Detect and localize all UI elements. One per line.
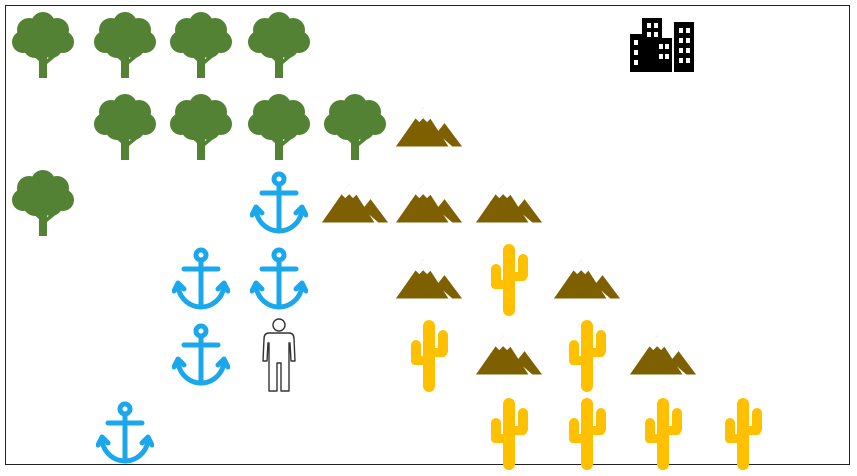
- anchor-icon: [244, 242, 314, 316]
- cactus-icon: [552, 396, 622, 470]
- mountain-icon: [552, 242, 622, 316]
- anchor-icon: [166, 242, 236, 316]
- cactus-icon: [552, 318, 622, 392]
- tree-icon: [90, 90, 160, 164]
- mountain-icon: [394, 90, 464, 164]
- mountain-icon: [394, 166, 464, 240]
- mountain-icon: [320, 166, 390, 240]
- person-icon[interactable]: [244, 318, 314, 392]
- tree-icon: [8, 8, 78, 82]
- game-board: [5, 5, 850, 470]
- cactus-icon: [628, 396, 698, 470]
- tree-icon: [90, 8, 160, 82]
- cactus-icon: [474, 396, 544, 470]
- tree-icon: [166, 90, 236, 164]
- anchor-icon: [166, 318, 236, 392]
- mountain-icon: [474, 166, 544, 240]
- tree-icon: [320, 90, 390, 164]
- cactus-icon: [394, 318, 464, 392]
- city-icon: [628, 8, 698, 82]
- cactus-icon: [474, 242, 544, 316]
- anchor-icon: [90, 396, 160, 470]
- cactus-icon: [708, 396, 778, 470]
- tree-icon: [8, 166, 78, 240]
- mountain-icon: [474, 318, 544, 392]
- tree-icon: [166, 8, 236, 82]
- mountain-icon: [394, 242, 464, 316]
- tree-icon: [244, 8, 314, 82]
- anchor-icon: [244, 166, 314, 240]
- mountain-icon: [628, 318, 698, 392]
- tree-icon: [244, 90, 314, 164]
